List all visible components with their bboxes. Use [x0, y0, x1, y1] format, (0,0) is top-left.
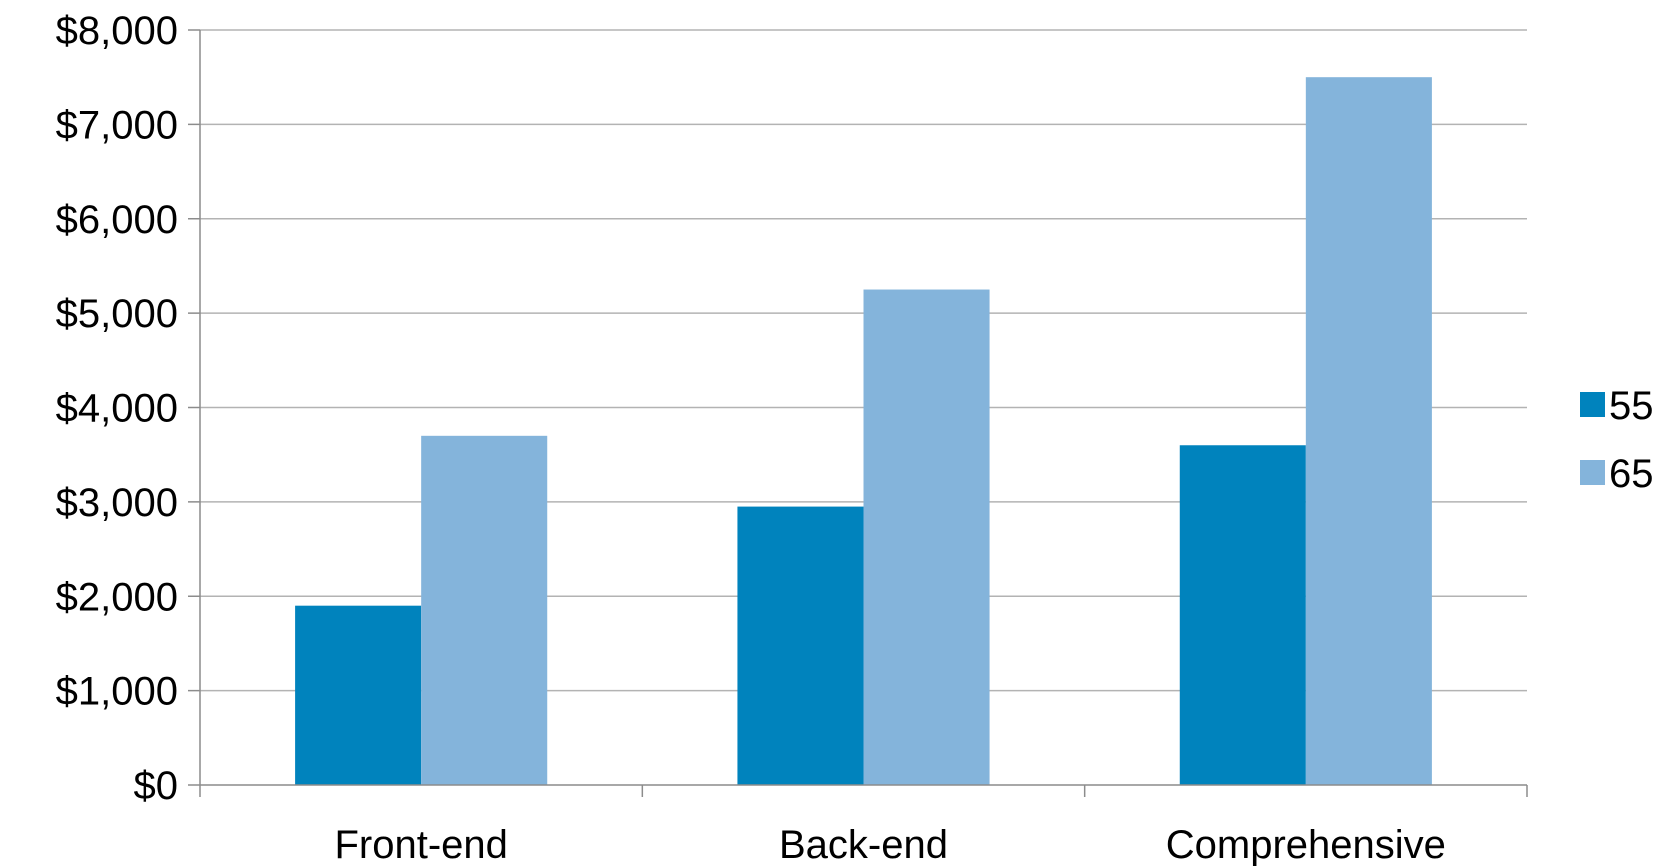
bar-55-back-end	[737, 506, 864, 785]
x-tick-labels: Front-end Back-end Comprehensive	[334, 823, 1445, 866]
bar-65-comprehensive	[1305, 77, 1432, 785]
y-tick-label: $5,000	[56, 292, 178, 336]
x-category-label: Back-end	[779, 823, 948, 866]
legend-swatch	[1580, 460, 1605, 485]
bar-55-front-end	[295, 605, 422, 785]
legend-label: 55	[1609, 384, 1654, 428]
x-category-label: Comprehensive	[1166, 823, 1446, 866]
bar-65-front-end	[421, 435, 548, 785]
axes	[188, 29, 1528, 797]
y-tick-label: $7,000	[56, 103, 178, 147]
legend: 55 65	[1580, 384, 1654, 496]
y-tick-label: $4,000	[56, 387, 178, 431]
legend-swatch	[1580, 392, 1605, 417]
y-tick-label: $1,000	[56, 670, 178, 714]
x-category-label: Front-end	[334, 823, 507, 866]
y-tick-label: $8,000	[56, 9, 178, 53]
y-tick-labels: $0 $1,000 $2,000 $3,000 $4,000 $5,000 $6,000 $7…	[56, 9, 178, 808]
bar-55-comprehensive	[1179, 445, 1306, 785]
bars	[295, 77, 1432, 785]
legend-label: 65	[1609, 452, 1654, 496]
y-tick-label: $6,000	[56, 198, 178, 242]
bar-65-back-end	[863, 289, 990, 785]
y-tick-label: $0	[134, 764, 179, 808]
y-tick-label: $2,000	[56, 575, 178, 619]
y-tick-label: $3,000	[56, 481, 178, 525]
